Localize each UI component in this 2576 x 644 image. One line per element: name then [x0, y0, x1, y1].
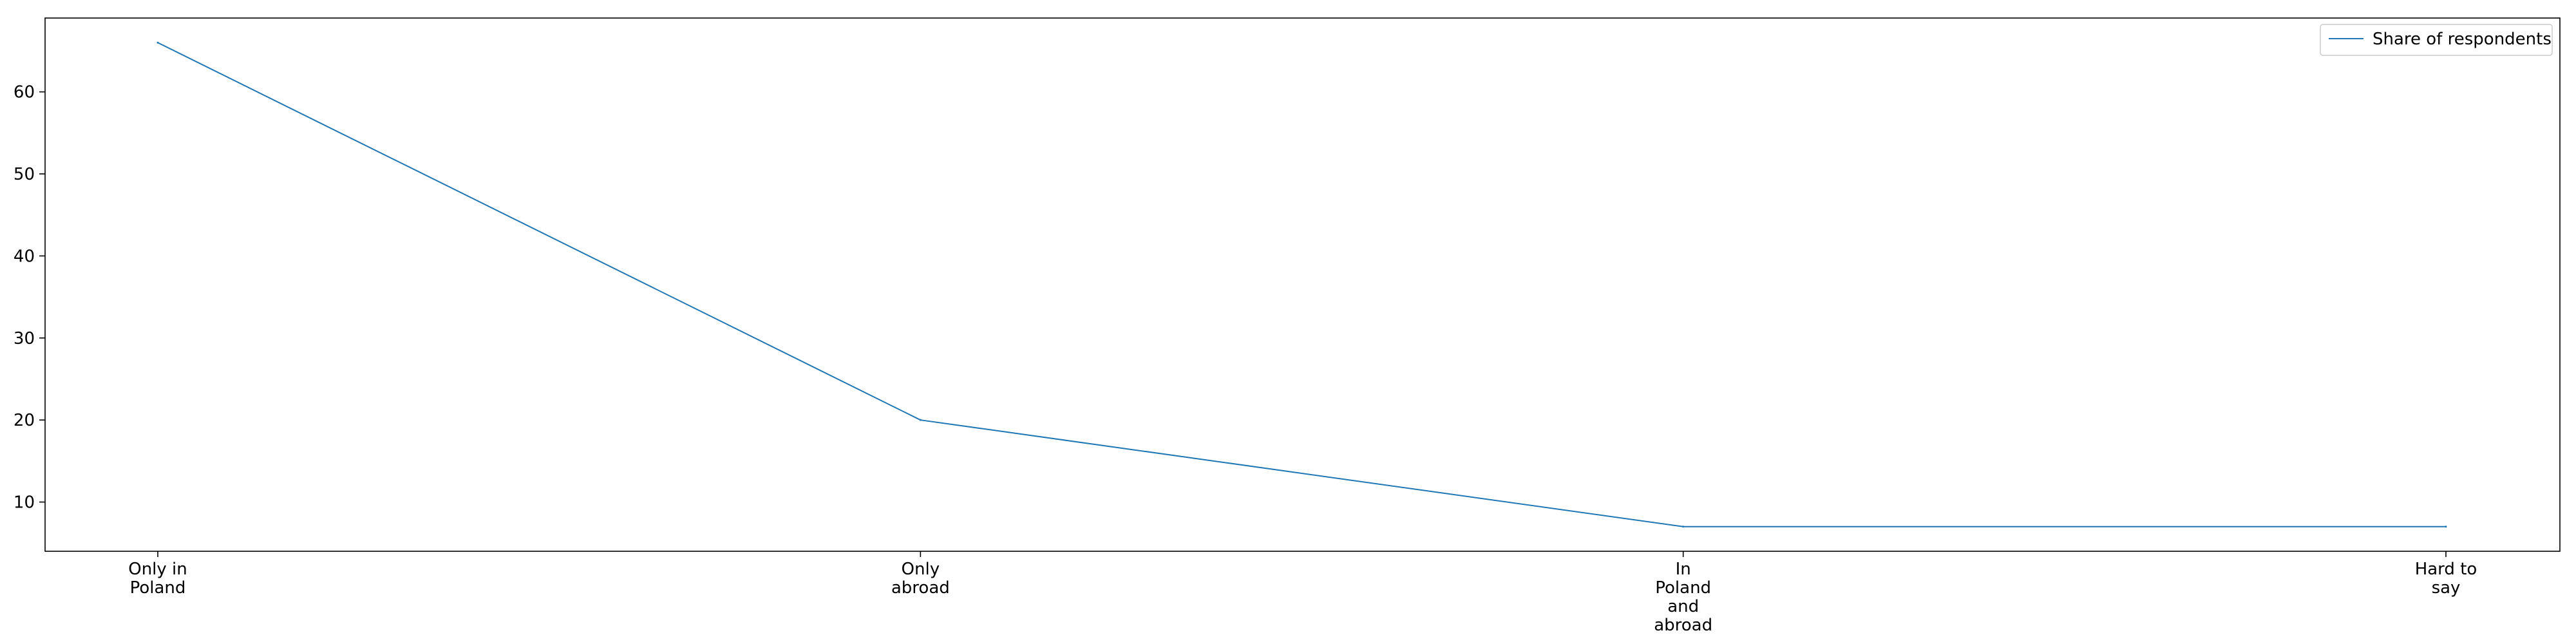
x-tick-label: Only in Poland	[128, 560, 187, 598]
y-tick-label: 50	[14, 165, 35, 184]
y-tick-label: 10	[14, 493, 35, 513]
data-point	[1682, 526, 1685, 528]
data-point	[919, 419, 922, 421]
x-tick-label: In Poland and abroad	[1654, 560, 1712, 635]
legend-label: Share of respondents	[2372, 30, 2552, 49]
y-tick-label: 40	[14, 247, 35, 266]
series-layer	[156, 41, 2447, 528]
x-tick-label: Hard to say	[2415, 560, 2477, 598]
y-tick-label: 30	[14, 329, 35, 348]
y-tick-label: 60	[14, 83, 35, 102]
x-tick-label: Only abroad	[891, 560, 950, 598]
series-line	[157, 42, 2446, 527]
x-axis: Only in Poland Only abroad In Poland and abroad…	[128, 551, 2477, 635]
data-point	[2445, 526, 2447, 528]
legend: Share of respondents	[2320, 24, 2553, 56]
y-tick-label: 20	[14, 411, 35, 430]
legend-box	[2320, 24, 2553, 56]
data-point	[156, 41, 159, 44]
plot-background	[45, 18, 2560, 551]
plot-frame	[44, 17, 2561, 552]
y-axis: 10 20 30 40 50 60	[14, 83, 45, 513]
